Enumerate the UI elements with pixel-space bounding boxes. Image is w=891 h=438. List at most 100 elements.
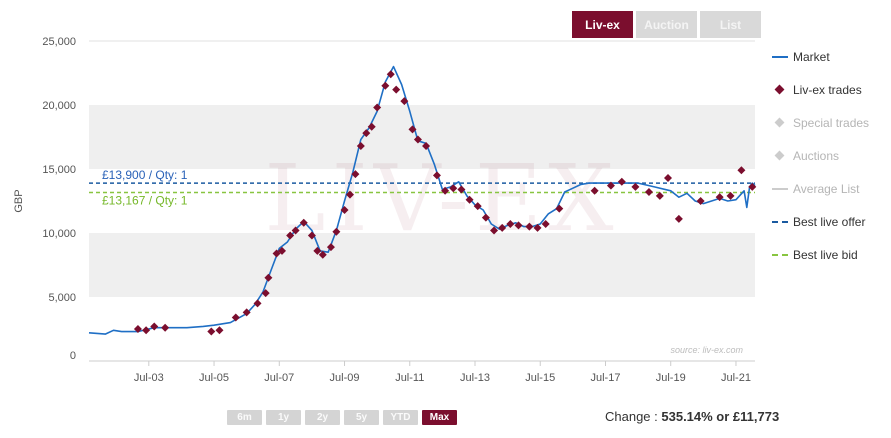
- tab-auction[interactable]: Auction: [636, 11, 697, 38]
- plot-band: [89, 41, 755, 105]
- trade-marker: [655, 191, 664, 200]
- legend-best-offer-label: Best live offer: [793, 214, 866, 229]
- trade-marker: [413, 135, 422, 144]
- trade-marker: [373, 103, 382, 112]
- y-axis-title: GBP: [13, 189, 25, 212]
- source-tabs: Liv-ex Auction List: [572, 11, 761, 38]
- y-tick-label: 10,000: [42, 228, 76, 240]
- x-tick-label: Jul-11: [395, 372, 424, 384]
- trade-marker: [150, 322, 159, 331]
- range-2y-button[interactable]: 2y: [305, 410, 340, 425]
- y-tick-label: 15,000: [42, 164, 76, 176]
- trade-marker: [441, 186, 450, 195]
- trade-marker: [617, 177, 626, 186]
- y-tick-label: 5,000: [48, 292, 76, 304]
- trade-marker: [422, 141, 431, 150]
- trade-marker: [362, 129, 371, 138]
- trade-marker: [381, 81, 390, 90]
- legend-average-list[interactable]: Average List: [772, 172, 890, 205]
- trade-marker: [231, 313, 240, 322]
- change-label: Change :: [605, 409, 662, 424]
- trade-marker: [473, 202, 482, 211]
- trade-marker: [133, 325, 142, 333]
- plot-band: [89, 169, 755, 233]
- change-value: 535.14% or £11,773: [661, 409, 780, 424]
- trade-marker: [215, 326, 224, 335]
- trade-marker: [737, 166, 746, 175]
- trade-marker: [351, 170, 360, 179]
- trade-marker: [356, 141, 365, 150]
- trade-marker: [590, 186, 599, 195]
- trade-marker: [465, 195, 474, 204]
- trade-marker: [674, 214, 683, 223]
- line-icon: [772, 51, 788, 63]
- trade-marker: [261, 289, 270, 298]
- trade-marker: [207, 327, 216, 336]
- trade-marker: [161, 323, 170, 332]
- change-summary: Change : 535.14% or £11,773: [605, 409, 779, 424]
- legend-best-bid[interactable]: Best live bid: [772, 238, 890, 271]
- legend-special[interactable]: Special trades: [772, 106, 890, 139]
- trade-marker: [514, 221, 523, 230]
- y-tick-label: 20,000: [42, 100, 76, 112]
- trade-marker: [490, 226, 499, 235]
- dashed-line-icon: [772, 216, 788, 228]
- legend-best-offer[interactable]: Best live offer: [772, 205, 890, 238]
- trade-marker: [253, 299, 262, 308]
- trade-marker: [318, 250, 327, 259]
- trade-marker: [631, 182, 640, 191]
- range-1y-button[interactable]: 1y: [266, 410, 301, 425]
- legend-special-label: Special trades: [793, 115, 870, 130]
- plot-band: [89, 105, 755, 169]
- source-credit: source: liv-ex.com: [670, 345, 743, 355]
- liv-ex-trades-markers: [133, 70, 757, 336]
- tab-liv-ex[interactable]: Liv-ex: [572, 11, 633, 38]
- trade-marker: [498, 223, 507, 232]
- range-6m-button[interactable]: 6m: [227, 410, 262, 425]
- trade-marker: [242, 308, 251, 317]
- trade-marker: [340, 205, 349, 214]
- trade-marker: [142, 326, 151, 335]
- trade-marker: [533, 223, 542, 232]
- trade-marker: [449, 184, 458, 193]
- dashed-line-icon: [772, 249, 788, 261]
- trade-marker: [726, 191, 735, 200]
- trade-marker: [457, 185, 466, 194]
- y-tick-label: 0: [70, 350, 76, 362]
- watermark-logo: LIV-EX: [264, 145, 619, 252]
- tab-list[interactable]: List: [700, 11, 761, 38]
- trade-marker: [332, 227, 341, 236]
- trade-marker: [291, 226, 300, 235]
- plot-band: [89, 233, 755, 297]
- trade-marker: [541, 220, 550, 229]
- legend-average-list-label: Average List: [793, 181, 860, 196]
- legend-market[interactable]: Market: [772, 40, 890, 73]
- trade-marker: [386, 70, 395, 79]
- line-icon: [772, 183, 788, 195]
- chart-legend: Market Liv-ex trades Special trades Auct…: [772, 40, 890, 271]
- range-ytd-button[interactable]: YTD: [383, 410, 418, 425]
- legend-auctions[interactable]: Auctions: [772, 139, 890, 172]
- x-tick-label: Jul-21: [721, 372, 751, 384]
- x-tick-label: Jul-07: [264, 372, 294, 384]
- diamond-icon: [772, 84, 788, 96]
- trade-marker: [432, 171, 441, 180]
- trade-marker: [696, 197, 705, 205]
- range-5y-button[interactable]: 5y: [344, 410, 379, 425]
- x-tick-label: Jul-15: [525, 372, 555, 384]
- trade-marker: [408, 125, 417, 134]
- legend-best-bid-label: Best live bid: [793, 247, 858, 262]
- trade-marker: [481, 213, 490, 222]
- range-max-button[interactable]: Max: [422, 410, 457, 425]
- x-tick-label: Jul-13: [460, 372, 490, 384]
- trade-marker: [299, 218, 308, 227]
- trade-marker: [278, 246, 287, 255]
- legend-trades-label: Liv-ex trades: [793, 82, 862, 97]
- trade-marker: [664, 173, 673, 182]
- x-tick-label: Jul-19: [656, 372, 686, 384]
- x-tick-label: Jul-09: [330, 372, 360, 384]
- trade-marker: [307, 231, 316, 240]
- legend-auctions-label: Auctions: [793, 148, 840, 163]
- legend-trades[interactable]: Liv-ex trades: [772, 73, 890, 106]
